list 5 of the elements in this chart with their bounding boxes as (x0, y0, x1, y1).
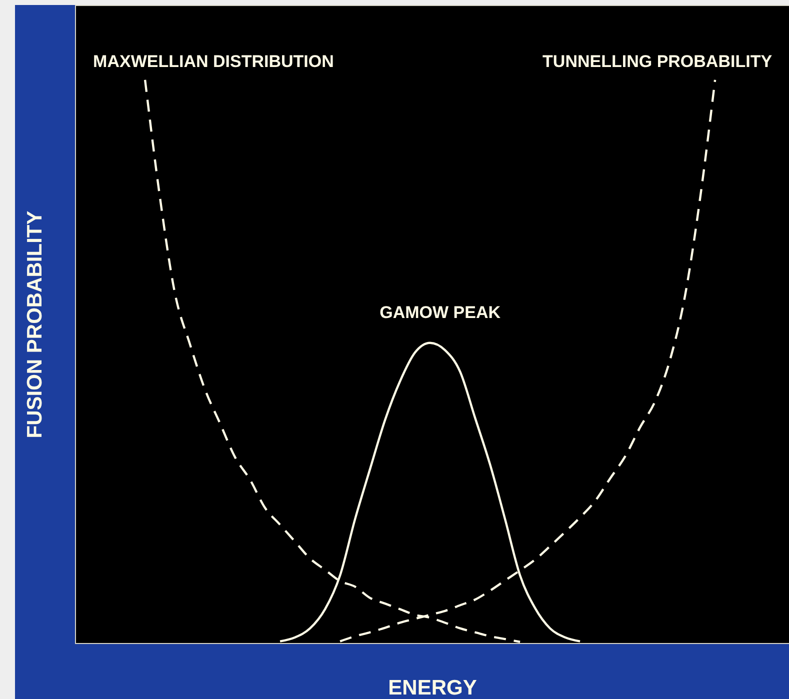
text: TUNNELLING PROBABILITY (542, 52, 773, 71)
y-axis-title: FUSION PROBABILITY (24, 210, 46, 438)
series-label: GAMOW PEAK (380, 302, 502, 322)
text: MAXWELLIAN DISTRIBUTION (93, 52, 334, 71)
x-axis-title: ENERGY (388, 676, 477, 699)
